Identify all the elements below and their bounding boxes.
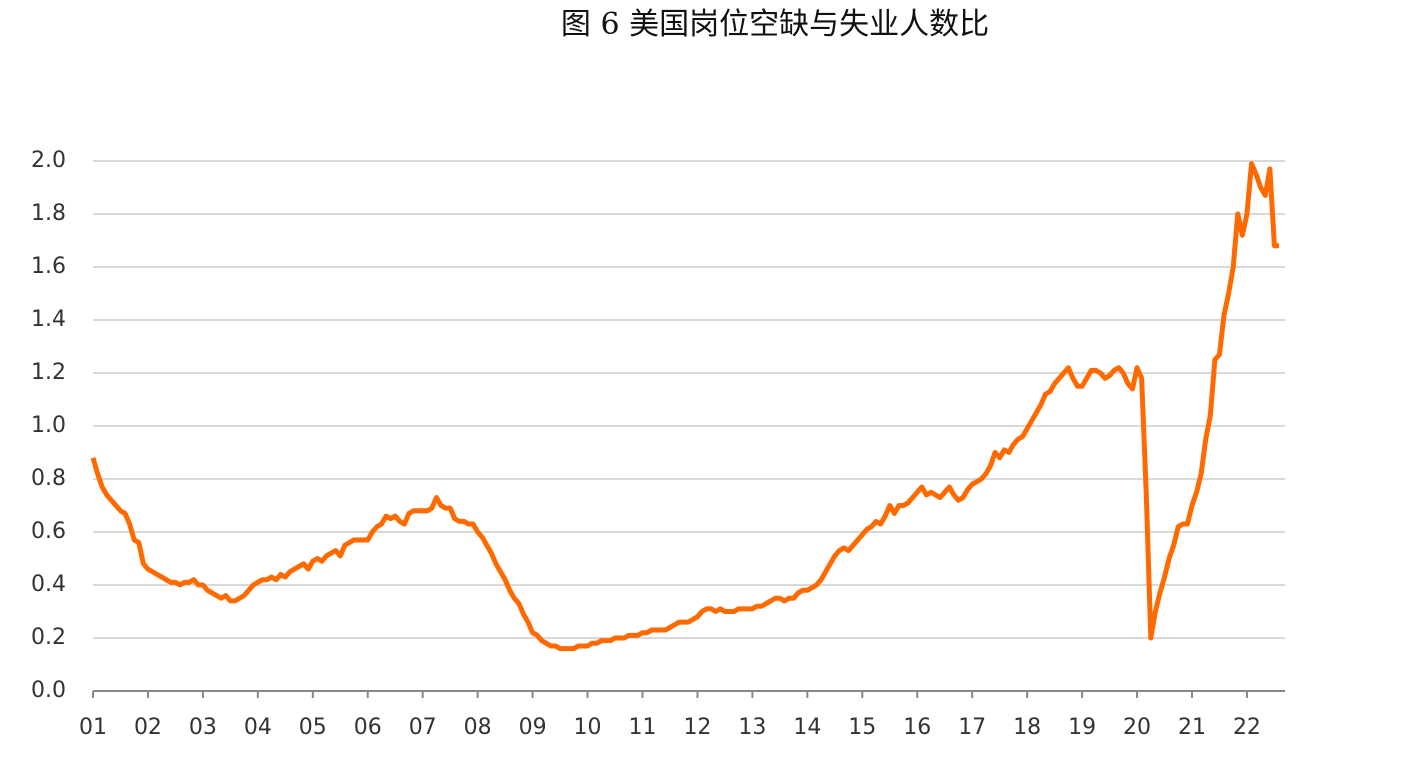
x-tick-label: 04 <box>244 715 272 740</box>
y-tick-label: 1.6 <box>31 254 66 279</box>
x-tick-label: 13 <box>738 715 766 740</box>
x-tick-label: 12 <box>683 715 711 740</box>
y-tick-label: 0.4 <box>31 572 66 597</box>
x-tick-label: 15 <box>848 715 876 740</box>
x-tick-label: 03 <box>189 715 217 740</box>
x-tick-label: 09 <box>519 715 547 740</box>
x-tick-label: 01 <box>79 715 107 740</box>
x-tick-label: 14 <box>793 715 821 740</box>
x-tick-label: 20 <box>1123 715 1151 740</box>
x-tick-label: 21 <box>1178 715 1206 740</box>
data-line <box>90 161 1279 652</box>
y-tick-label: 1.2 <box>31 360 66 385</box>
x-tick-label: 19 <box>1068 715 1096 740</box>
y-tick-label: 1.4 <box>31 307 66 332</box>
y-tick-label: 1.8 <box>31 201 66 226</box>
x-tick-label: 18 <box>1013 715 1041 740</box>
y-tick-label: 0.6 <box>31 519 66 544</box>
x-tick-label: 10 <box>574 715 602 740</box>
x-tick-label: 17 <box>958 715 986 740</box>
x-tick-label: 07 <box>409 715 437 740</box>
y-tick-label: 1.0 <box>31 413 66 438</box>
y-tick-label: 2.0 <box>31 148 66 173</box>
chart-title: 图 6 美国岗位空缺与失业人数比 <box>561 7 989 42</box>
y-tick-label: 0.2 <box>31 625 66 650</box>
x-tick-label: 22 <box>1233 715 1261 740</box>
x-tick-label: 11 <box>629 715 657 740</box>
x-tick-label: 06 <box>354 715 382 740</box>
x-tick-label: 08 <box>464 715 492 740</box>
x-tick-label: 02 <box>134 715 162 740</box>
x-tick-label: 16 <box>903 715 931 740</box>
x-tick-label: 05 <box>299 715 327 740</box>
y-tick-label: 0.0 <box>31 678 66 703</box>
y-tick-label: 0.8 <box>31 466 66 491</box>
